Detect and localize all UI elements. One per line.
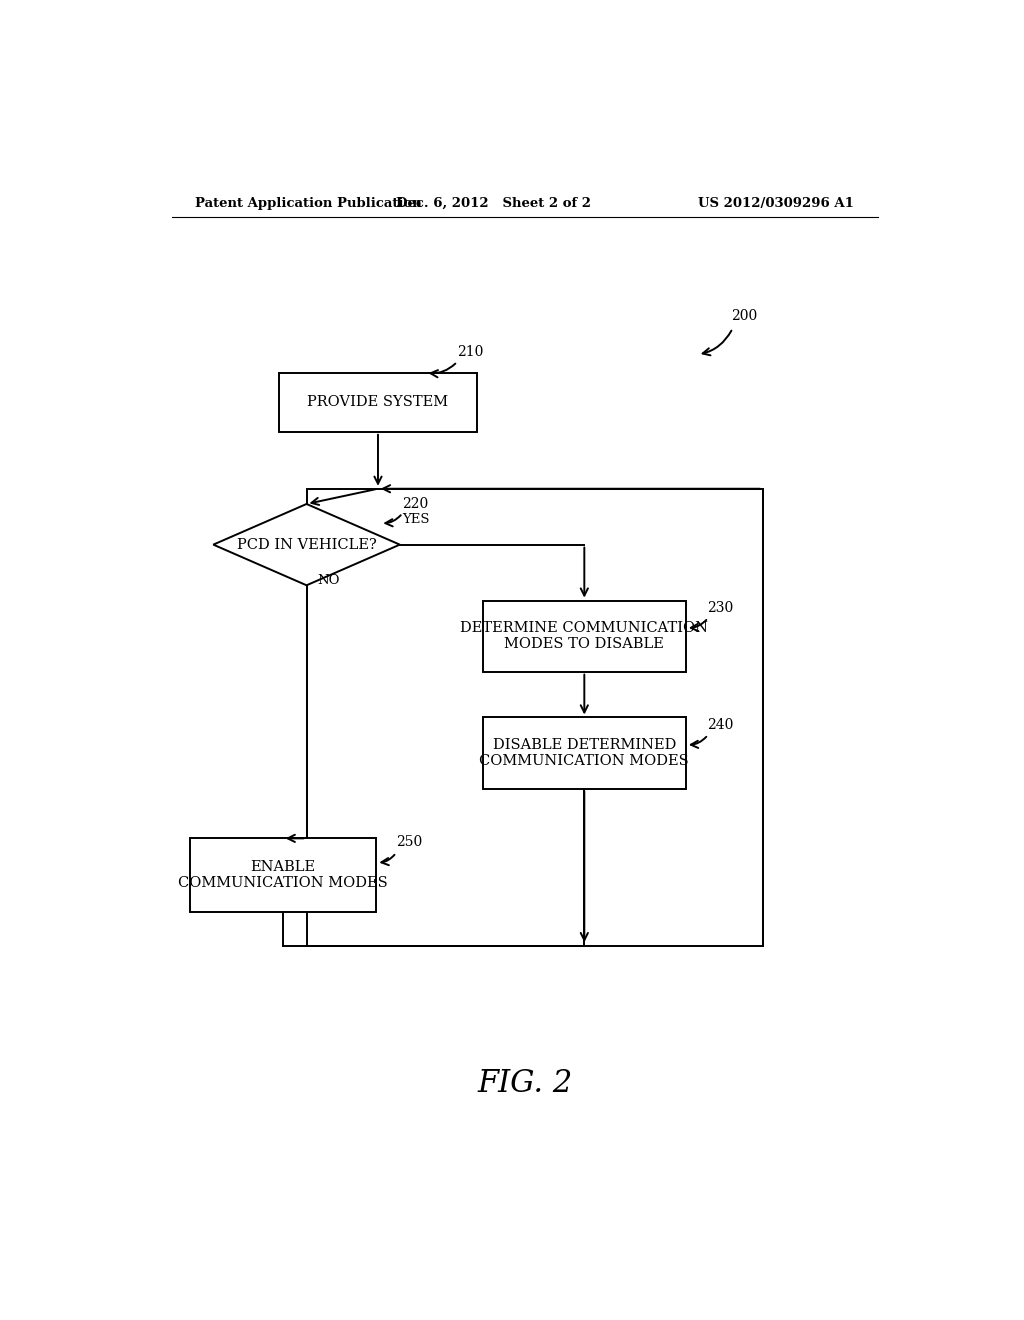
FancyArrowPatch shape: [385, 515, 400, 527]
FancyBboxPatch shape: [279, 372, 477, 432]
Text: NO: NO: [316, 574, 339, 586]
Text: 250: 250: [396, 836, 423, 850]
Text: Dec. 6, 2012   Sheet 2 of 2: Dec. 6, 2012 Sheet 2 of 2: [395, 197, 591, 210]
Text: US 2012/0309296 A1: US 2012/0309296 A1: [698, 197, 854, 210]
Text: 200: 200: [731, 309, 758, 323]
FancyArrowPatch shape: [430, 363, 456, 378]
FancyArrowPatch shape: [691, 620, 707, 631]
FancyArrowPatch shape: [702, 330, 731, 355]
Text: Patent Application Publication: Patent Application Publication: [196, 197, 422, 210]
FancyBboxPatch shape: [189, 838, 376, 912]
FancyArrowPatch shape: [691, 737, 707, 748]
Text: 230: 230: [708, 601, 733, 615]
Text: YES: YES: [401, 512, 429, 525]
Text: PROVIDE SYSTEM: PROVIDE SYSTEM: [307, 395, 449, 409]
FancyArrowPatch shape: [381, 855, 394, 865]
Text: DISABLE DETERMINED
COMMUNICATION MODES: DISABLE DETERMINED COMMUNICATION MODES: [479, 738, 689, 768]
Text: DETERMINE COMMUNICATION
MODES TO DISABLE: DETERMINE COMMUNICATION MODES TO DISABLE: [461, 620, 709, 651]
FancyBboxPatch shape: [483, 718, 685, 788]
Text: FIG. 2: FIG. 2: [477, 1068, 572, 1098]
Text: 220: 220: [401, 496, 428, 511]
FancyBboxPatch shape: [483, 601, 685, 672]
Text: PCD IN VEHICLE?: PCD IN VEHICLE?: [237, 537, 377, 552]
Text: 240: 240: [708, 718, 734, 731]
Text: ENABLE
COMMUNICATION MODES: ENABLE COMMUNICATION MODES: [178, 859, 388, 890]
Polygon shape: [213, 504, 399, 585]
Text: 210: 210: [458, 345, 483, 359]
